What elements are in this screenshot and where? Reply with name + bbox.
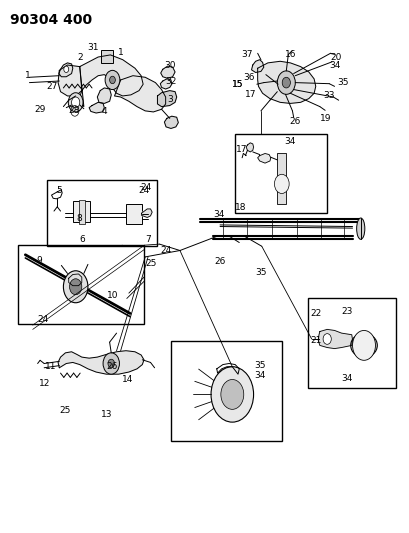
Text: 17: 17 xyxy=(245,91,256,99)
Text: 7: 7 xyxy=(146,235,151,244)
Circle shape xyxy=(108,359,115,368)
Polygon shape xyxy=(258,154,271,163)
Text: 35: 35 xyxy=(337,78,348,87)
Circle shape xyxy=(63,271,88,303)
Text: 24: 24 xyxy=(141,183,152,192)
Text: 90304 400: 90304 400 xyxy=(10,13,92,27)
Text: 13: 13 xyxy=(101,410,112,418)
Text: 1: 1 xyxy=(25,71,31,80)
Polygon shape xyxy=(97,88,111,103)
Circle shape xyxy=(64,66,69,72)
Text: 30: 30 xyxy=(164,61,175,69)
Bar xyxy=(308,298,396,388)
Text: 28: 28 xyxy=(69,107,80,115)
Text: 2: 2 xyxy=(77,53,83,62)
Circle shape xyxy=(353,330,375,360)
Polygon shape xyxy=(89,102,104,113)
Polygon shape xyxy=(59,63,73,77)
Text: 37: 37 xyxy=(242,51,253,59)
Text: 14: 14 xyxy=(122,375,133,384)
Text: 19: 19 xyxy=(320,114,332,123)
Text: 9: 9 xyxy=(36,256,42,264)
Polygon shape xyxy=(318,329,353,349)
Bar xyxy=(47,180,157,246)
Text: 21: 21 xyxy=(310,336,321,344)
Bar xyxy=(277,153,286,204)
Text: 15: 15 xyxy=(231,80,243,88)
Polygon shape xyxy=(157,91,177,107)
Bar xyxy=(126,204,142,224)
Text: 34: 34 xyxy=(254,372,265,380)
Bar xyxy=(73,201,90,222)
Text: 24: 24 xyxy=(37,316,49,324)
Polygon shape xyxy=(258,61,316,103)
Text: 26: 26 xyxy=(214,257,226,265)
Polygon shape xyxy=(252,60,264,72)
Ellipse shape xyxy=(357,218,365,239)
Text: 25: 25 xyxy=(146,260,157,268)
Text: 35: 35 xyxy=(255,269,267,277)
Text: 24: 24 xyxy=(160,246,171,255)
Text: 24: 24 xyxy=(139,186,150,195)
Text: 16: 16 xyxy=(285,50,296,59)
Circle shape xyxy=(105,70,120,90)
Text: 22: 22 xyxy=(310,309,322,318)
Text: 34: 34 xyxy=(341,374,353,383)
Text: 31: 31 xyxy=(88,44,99,52)
Circle shape xyxy=(277,71,295,94)
Text: 11: 11 xyxy=(45,362,57,371)
Circle shape xyxy=(70,279,82,295)
Text: 15: 15 xyxy=(231,80,243,88)
Text: 35: 35 xyxy=(254,361,265,369)
Polygon shape xyxy=(161,66,175,78)
Text: 27: 27 xyxy=(46,82,58,91)
Text: 17: 17 xyxy=(236,145,247,154)
Polygon shape xyxy=(69,274,82,286)
Text: 8: 8 xyxy=(76,214,82,223)
Circle shape xyxy=(110,76,115,84)
Text: 12: 12 xyxy=(38,379,50,388)
Polygon shape xyxy=(164,116,178,128)
Text: 5: 5 xyxy=(56,186,62,195)
Text: 18: 18 xyxy=(235,204,246,212)
Ellipse shape xyxy=(351,334,377,358)
Text: 36: 36 xyxy=(243,73,254,82)
Circle shape xyxy=(72,97,80,108)
Text: 29: 29 xyxy=(34,105,46,114)
Text: 26: 26 xyxy=(290,117,301,126)
Text: 34: 34 xyxy=(284,137,295,146)
Circle shape xyxy=(282,77,290,88)
Circle shape xyxy=(323,334,331,344)
Text: 6: 6 xyxy=(80,235,85,244)
Text: 3: 3 xyxy=(167,95,173,104)
Polygon shape xyxy=(58,351,144,374)
Circle shape xyxy=(211,367,254,422)
Text: 23: 23 xyxy=(341,308,353,316)
Text: 20: 20 xyxy=(330,53,342,62)
Polygon shape xyxy=(142,209,152,217)
Text: 10: 10 xyxy=(107,292,118,300)
Circle shape xyxy=(274,174,289,193)
Text: 26: 26 xyxy=(107,362,118,370)
Polygon shape xyxy=(115,76,166,112)
Bar xyxy=(79,200,85,224)
Text: 34: 34 xyxy=(213,210,225,219)
Polygon shape xyxy=(80,55,143,107)
Circle shape xyxy=(68,93,83,112)
Polygon shape xyxy=(246,143,254,152)
Polygon shape xyxy=(160,79,172,89)
Text: 25: 25 xyxy=(60,406,71,415)
Text: 1: 1 xyxy=(118,48,124,56)
Bar xyxy=(235,134,327,213)
Circle shape xyxy=(221,379,244,409)
Circle shape xyxy=(103,353,119,374)
Polygon shape xyxy=(58,65,82,96)
Bar xyxy=(171,341,282,441)
Text: 33: 33 xyxy=(324,92,335,100)
Text: 32: 32 xyxy=(165,77,177,86)
Text: 34: 34 xyxy=(330,61,341,70)
Bar xyxy=(101,50,113,63)
Text: 4: 4 xyxy=(101,108,107,116)
Bar xyxy=(18,245,144,324)
